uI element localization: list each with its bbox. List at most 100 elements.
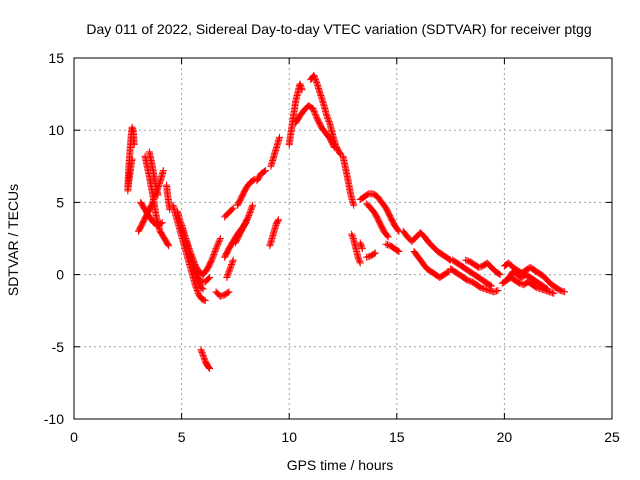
data-point (357, 240, 365, 248)
data-point (201, 297, 209, 305)
data-point (262, 167, 270, 175)
data-point (229, 204, 237, 212)
data-point (193, 285, 201, 293)
data-point (371, 249, 379, 257)
data-point (356, 239, 364, 247)
x-ticks: 0 5 10 15 20 25 (70, 58, 620, 445)
data-point (129, 125, 137, 133)
data-point (206, 364, 214, 372)
data-point (296, 80, 304, 88)
data-point (223, 272, 231, 280)
data-point (312, 76, 320, 84)
data-point (383, 232, 391, 240)
x-tick-label: 5 (178, 429, 186, 445)
data-point (199, 285, 207, 293)
data-point (355, 255, 363, 263)
data-point (225, 266, 233, 274)
data-point (211, 247, 219, 255)
data-point (394, 226, 402, 234)
grid (74, 58, 612, 419)
data-point (550, 289, 558, 297)
data-point (216, 236, 224, 244)
data-point (395, 247, 403, 255)
data-point (226, 265, 234, 273)
data-point (384, 233, 392, 241)
data-point (209, 253, 217, 261)
data-point (246, 209, 254, 217)
data-point (247, 206, 255, 214)
data-point (543, 285, 551, 293)
data-point (394, 247, 402, 255)
data-point (312, 112, 320, 120)
x-tick-label: 15 (389, 429, 405, 445)
x-axis-label: GPS time / hours (287, 457, 394, 473)
data-point (210, 249, 218, 257)
data-point (330, 144, 338, 152)
data-point (260, 167, 268, 175)
data-point (128, 123, 136, 131)
data-point (199, 350, 207, 358)
data-point (216, 235, 224, 242)
y-tick-label: 10 (48, 122, 64, 138)
data-point (357, 242, 365, 250)
data-point (214, 239, 222, 247)
x-tick-label: 25 (604, 429, 620, 445)
data-points (124, 71, 569, 372)
data-point (159, 167, 167, 175)
data-point (197, 346, 205, 354)
data-point (210, 250, 218, 258)
data-point (191, 259, 199, 267)
data-point (495, 270, 503, 278)
data-point (249, 201, 257, 209)
plot-frame (73, 57, 613, 420)
data-point (298, 84, 306, 92)
data-point (311, 74, 319, 82)
y-tick-label: 15 (48, 50, 64, 66)
data-point (228, 259, 236, 267)
data-point (356, 259, 364, 267)
data-point (208, 255, 216, 263)
data-point (157, 219, 165, 227)
data-point (193, 286, 201, 294)
data-point (228, 260, 236, 268)
data-point (494, 286, 502, 294)
data-point (276, 133, 284, 141)
data-point (330, 142, 338, 150)
data-point (187, 249, 195, 257)
data-point (189, 255, 197, 263)
data-point (311, 110, 319, 118)
data-point (213, 243, 221, 251)
data-point (213, 242, 221, 250)
data-point (274, 216, 282, 224)
data-point (542, 284, 550, 292)
data-point (214, 240, 222, 248)
x-tick-label: 0 (70, 429, 78, 445)
data-point (350, 201, 358, 209)
chart-title: Day 011 of 2022, Sidereal Day-to-day VTE… (86, 21, 591, 37)
data-point (310, 73, 318, 81)
data-point (311, 109, 319, 117)
data-point (211, 246, 219, 254)
y-tick-label: -10 (44, 411, 64, 427)
data-point (248, 203, 256, 211)
data-point (310, 71, 318, 79)
data-point (209, 252, 217, 260)
data-point (312, 77, 320, 85)
y-axis-label: SDTVAR / TECUs (5, 184, 21, 296)
data-point (297, 83, 305, 91)
data-point (154, 191, 162, 199)
data-point (309, 105, 317, 113)
data-point (206, 273, 214, 281)
data-point (358, 243, 366, 251)
data-point (348, 230, 356, 238)
data-point (224, 289, 232, 297)
data-point (358, 245, 366, 253)
data-point (215, 237, 223, 245)
data-point (185, 245, 193, 253)
data-point (349, 235, 357, 242)
data-point (310, 107, 318, 115)
data-point (323, 113, 331, 121)
data-point (348, 232, 356, 240)
data-point (443, 268, 451, 276)
